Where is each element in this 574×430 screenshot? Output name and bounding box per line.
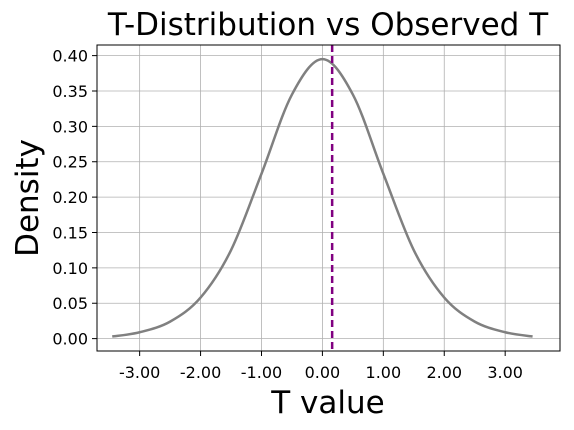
x-tick-label: -3.00 (119, 363, 160, 382)
x-axis-ticks: -3.00 -2.00 -1.00 0.00 1.00 2.00 3.00 (119, 351, 523, 382)
x-tick-label: 2.00 (426, 363, 462, 382)
x-tick-label: 3.00 (487, 363, 523, 382)
y-tick-label: 0.40 (52, 47, 88, 66)
series-layer (112, 57, 533, 338)
y-tick-label: 0.05 (52, 294, 88, 313)
chart-title: T-Distribution vs Observed T (107, 7, 549, 43)
plot-frame (96, 44, 561, 352)
y-tick-label: 0.25 (52, 153, 88, 172)
y-tick-label: 0.10 (52, 259, 88, 278)
x-tick-label: 0.00 (305, 363, 341, 382)
y-tick-label: 0.30 (52, 117, 88, 136)
grid (97, 45, 560, 351)
y-axis-label: Density (10, 139, 46, 257)
y-tick-label: 0.20 (52, 188, 88, 207)
y-axis-ticks: 0.00 0.05 0.10 0.15 0.20 0.25 0.30 0.35 0.40 (52, 47, 97, 349)
x-tick-label: 1.00 (366, 363, 402, 382)
y-tick-label: 0.15 (52, 223, 88, 242)
y-tick-label: 0.00 (52, 330, 88, 349)
x-axis-label: T value (270, 385, 384, 421)
y-tick-label: 0.35 (52, 82, 88, 101)
x-tick-label: -1.00 (241, 363, 282, 382)
x-tick-label: -2.00 (180, 363, 221, 382)
t-distribution-curve (112, 57, 533, 338)
